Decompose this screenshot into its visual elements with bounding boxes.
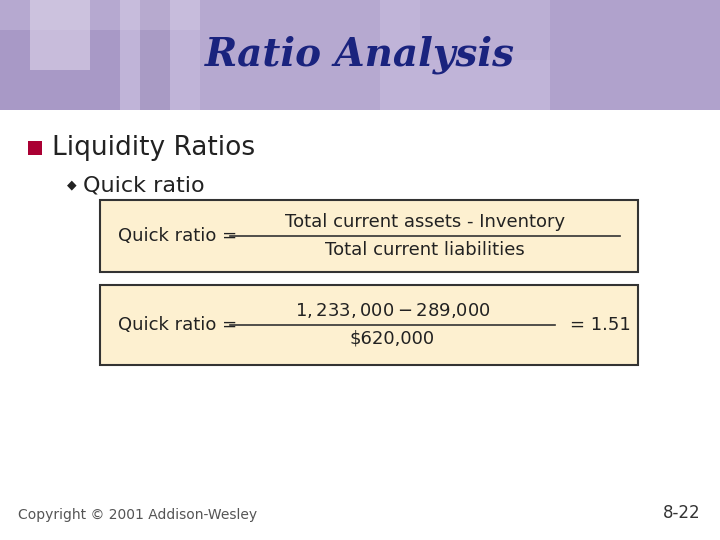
Text: Quick ratio =: Quick ratio = [118, 227, 237, 245]
Bar [420, 0, 580, 60]
Text: Quick ratio: Quick ratio [83, 175, 204, 195]
Bar [0, 0, 120, 110]
Text: Ratio Analysis: Ratio Analysis [205, 36, 515, 74]
Bar [0, 0, 200, 30]
Text: Total current assets - Inventory: Total current assets - Inventory [285, 213, 565, 231]
Text: Total current liabilities: Total current liabilities [325, 241, 525, 259]
Bar [200, 0, 380, 110]
Text: = 1.51: = 1.51 [570, 316, 631, 334]
Text: $620,000: $620,000 [350, 330, 435, 348]
Bar [30, 0, 90, 70]
Text: Copyright © 2001 Addison-Wesley: Copyright © 2001 Addison-Wesley [18, 508, 257, 522]
Bar [28, 141, 42, 155]
Bar [0, 110, 720, 540]
Bar [100, 200, 638, 272]
Bar [0, 0, 720, 110]
Bar [140, 0, 170, 110]
Text: 8-22: 8-22 [662, 504, 700, 522]
Bar [550, 0, 720, 110]
Text: Liquidity Ratios: Liquidity Ratios [52, 135, 255, 161]
Text: Quick ratio =: Quick ratio = [118, 316, 237, 334]
Text: $1,233,000 - $289,000: $1,233,000 - $289,000 [294, 301, 490, 320]
Bar [100, 285, 638, 365]
Text: ◆: ◆ [67, 179, 77, 192]
